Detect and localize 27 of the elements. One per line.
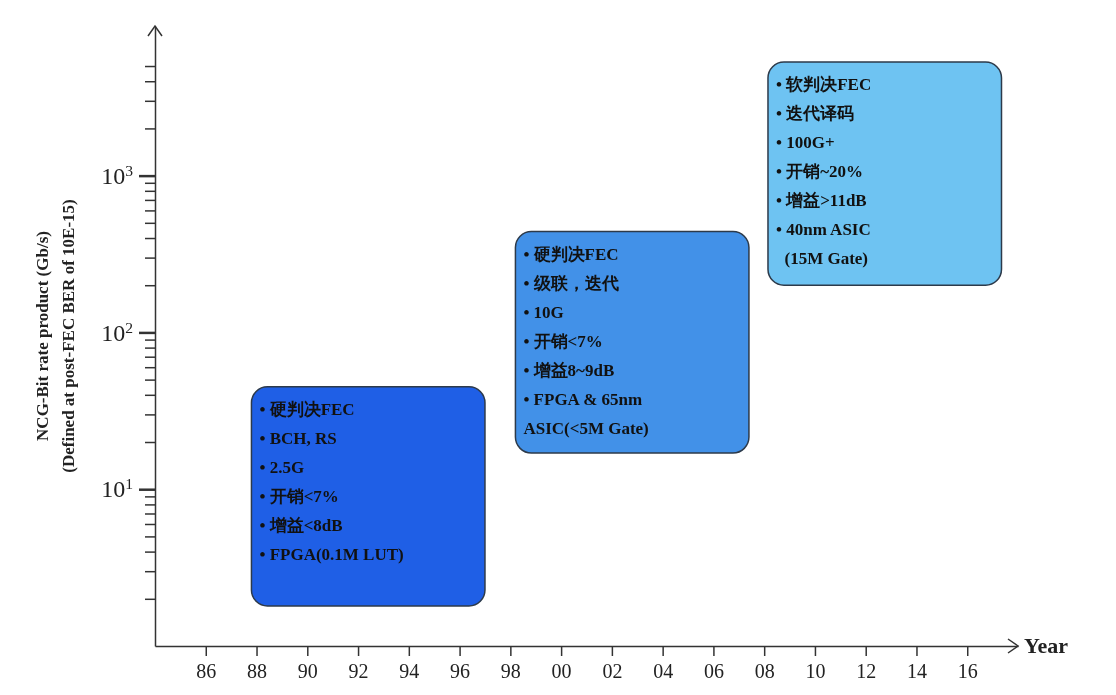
x-tick-label: 14 [906, 660, 927, 682]
x-tick-label: 02 [602, 660, 623, 682]
y-tick-label: 10$^{2}$ [101, 318, 133, 346]
y-axis-title: NCG-Bit rate product (Gb/s) (Defined at post-FEC BER of 10E-15) [33, 199, 78, 473]
bar [514, 230, 750, 454]
x-tick-label: 12 [856, 660, 877, 682]
x-axis-title: Year [1024, 633, 1069, 658]
x-tick-label: 88 [247, 660, 268, 682]
x-tick-label: 00 [551, 660, 572, 682]
y-tick-label: 10$^{1}$ [101, 474, 133, 503]
x-tick-label: 96 [450, 660, 471, 682]
x-tick-label: 92 [348, 660, 369, 682]
x-tick-label: 90 [297, 660, 318, 682]
annotation: • 硬判决FEC • 级联，迭代 • 10G • 开销<7% • 增益8~9dB • FPGA & 65nm ASIC(<5M Gate) [523, 244, 649, 438]
x-tick-label: 94 [399, 660, 420, 682]
x-tick-label: 16 [957, 660, 978, 682]
bar [767, 61, 1003, 286]
bar [250, 386, 486, 607]
annotation: • 硬判决FEC • BCH, RS • 2.5G • 开销<7% • 增益<8dB • FPGA(0.1M LUT) [259, 399, 404, 564]
y-tick-label: 10$^{3}$ [101, 161, 134, 189]
x-tick-label: 06 [703, 660, 724, 682]
x-tick-label: 86 [196, 660, 217, 682]
x-tick-label: 98 [500, 660, 521, 682]
x-tick-label: 04 [653, 660, 674, 682]
annotation: • 软判决FEC • 迭代译码 • 100G+ • 开销~20% • 增益>11dB • 40nm ASIC (15M Gate) [775, 75, 872, 269]
x-tick-label: 10 [805, 660, 826, 682]
x-tick-label: 08 [754, 660, 775, 682]
